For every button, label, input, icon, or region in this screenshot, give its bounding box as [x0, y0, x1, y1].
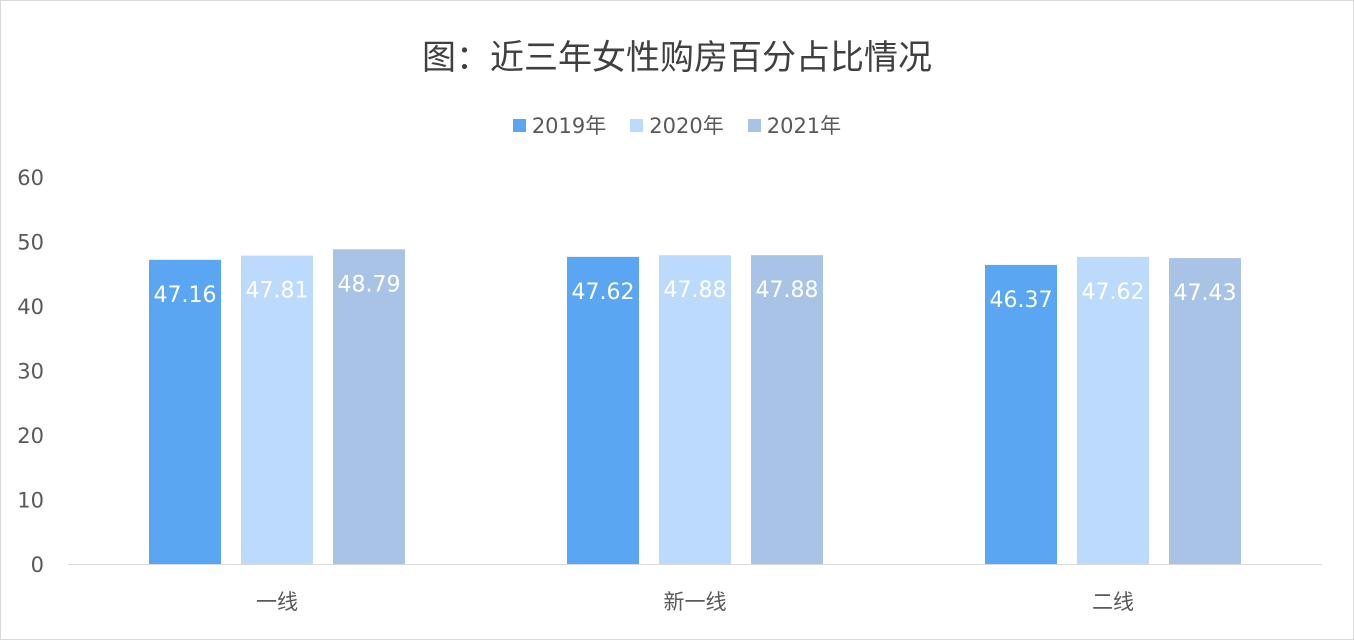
data-label: 47.43 — [1174, 281, 1237, 306]
data-label: 47.16 — [154, 283, 217, 308]
legend-swatch — [747, 118, 761, 132]
y-tick-label: 10 — [17, 489, 44, 513]
legend-item-2021: 2021年 — [747, 110, 842, 140]
data-label: 47.88 — [664, 278, 727, 303]
legend-label: 2020年 — [649, 114, 724, 138]
bar-2019年 — [985, 264, 1057, 564]
data-label: 48.79 — [338, 272, 401, 297]
legend-label: 2021年 — [766, 114, 842, 138]
bar-2021年 — [1169, 258, 1241, 564]
y-tick-label: 50 — [17, 231, 44, 255]
legend-swatch — [630, 118, 644, 132]
legend-label: 2019年 — [531, 114, 607, 138]
data-label: 47.88 — [756, 278, 819, 303]
y-tick-label: 20 — [17, 424, 44, 448]
data-label: 46.37 — [990, 288, 1053, 313]
legend: 2019年 2020年 2021年 — [0, 110, 1354, 140]
x-tick-label: 一线 — [256, 590, 298, 614]
bar-2020年 — [241, 255, 313, 565]
legend-swatch — [512, 118, 526, 132]
legend-item-2020: 2020年 — [630, 110, 724, 140]
y-tick-label: 30 — [17, 360, 44, 384]
y-tick-label: 60 — [17, 166, 44, 190]
legend-item-2019: 2019年 — [512, 110, 607, 140]
bar-2019年 — [567, 256, 639, 564]
data-label: 47.81 — [246, 279, 309, 304]
bar-2021年 — [333, 249, 405, 564]
x-tick-label: 二线 — [1092, 590, 1134, 614]
bar-2021年 — [751, 255, 823, 564]
bar-2020年 — [1077, 256, 1149, 564]
y-tick-label: 0 — [31, 553, 44, 577]
bar-2020年 — [659, 255, 731, 564]
y-tick-label: 40 — [17, 295, 44, 319]
data-label: 47.62 — [572, 280, 635, 305]
data-label: 47.62 — [1082, 280, 1145, 305]
bar-2019年 — [149, 259, 221, 564]
x-tick-label: 新一线 — [664, 590, 727, 614]
chart-title: 图：近三年女性购房百分占比情况 — [422, 38, 932, 78]
